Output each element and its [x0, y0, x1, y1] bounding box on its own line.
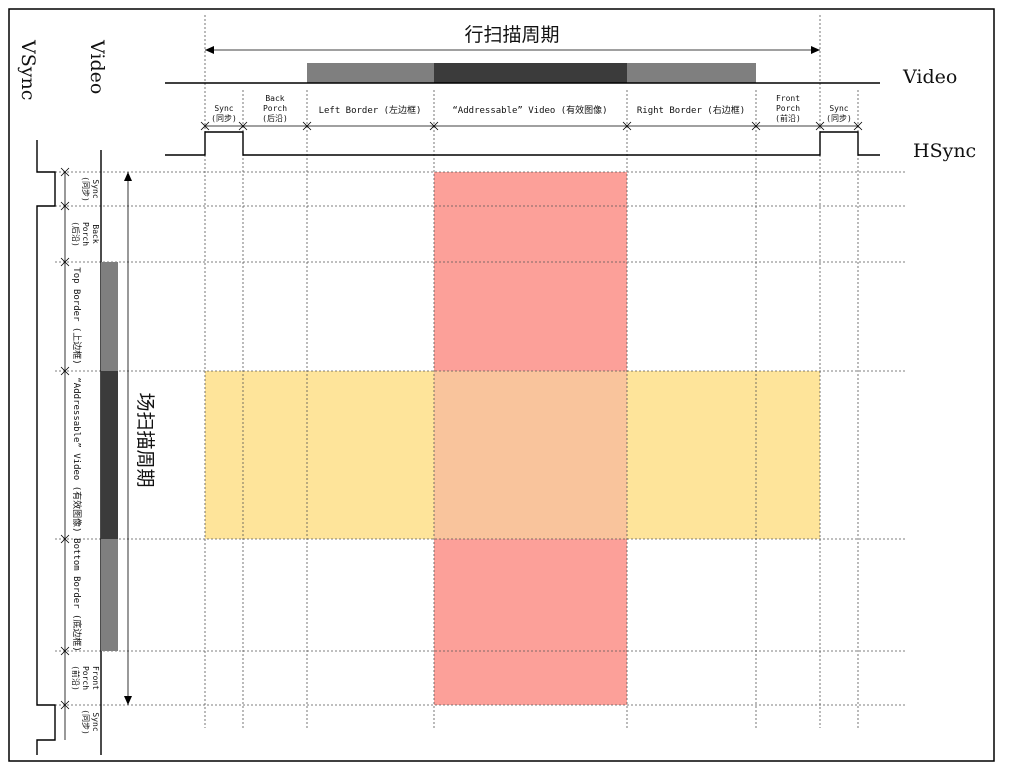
v-segment-4-line-0: Bottom Border (底边框)	[71, 538, 83, 652]
h-segment-1-line-0: Back	[265, 94, 284, 103]
v-segment-0-line-0: Sync	[91, 179, 100, 198]
video-bar-top-border	[101, 262, 118, 371]
active-area-overlap	[434, 371, 627, 539]
h-segment-0-line-1: (同步)	[211, 114, 237, 123]
v-segment-5-line-1: Porch	[81, 666, 90, 690]
v-segment-5-line-0: Front	[91, 666, 100, 690]
v-segment-5-line-2: (前沿)	[71, 665, 81, 691]
h-segment-4-line-0: Right Border (右边框)	[637, 104, 745, 116]
hsync-waveform	[165, 131, 880, 156]
video-label-vertical: Video	[86, 39, 108, 94]
v-segment-6-line-1: (同步)	[81, 709, 90, 735]
frame-period-arrowhead-bottom	[124, 696, 132, 705]
v-segment-1-line-0: Back	[91, 224, 100, 243]
horizontal-tick-marks	[200, 121, 863, 131]
video-bar-bottom-border	[101, 539, 118, 651]
video-bar-left-border	[307, 63, 434, 83]
h-segment-6-line-1: (同步)	[826, 114, 852, 123]
frame-period-arrowhead-top	[124, 172, 132, 181]
h-segment-1-line-1: Porch	[263, 104, 287, 113]
frame-period-label: 场扫描周期	[134, 392, 156, 487]
guide-grid	[55, 15, 905, 728]
h-segment-2-line-0: Left Border (左边框)	[319, 104, 422, 116]
v-segment-2-line-0: Top Border (上边框)	[71, 267, 83, 364]
h-segment-6-line-0: Sync	[829, 104, 848, 113]
h-segment-5-line-0: Front	[776, 94, 800, 103]
vertical-tick-marks	[60, 167, 70, 710]
v-segment-1-line-1: Porch	[81, 222, 90, 246]
vsync-waveform	[36, 140, 56, 755]
vsync-label: VSync	[17, 39, 39, 100]
h-segment-3-line-0: “Addressable” Video (有效图像)	[452, 104, 607, 116]
v-segment-6-line-0: Sync	[91, 712, 100, 731]
line-period-arrowhead-left	[205, 46, 214, 54]
v-segment-0-line-1: (同步)	[81, 176, 90, 202]
h-segment-1-line-2: (后沿)	[262, 113, 288, 123]
video-bar-addressable-vertical	[101, 371, 118, 539]
video-bar-right-border	[627, 63, 756, 83]
h-segment-5-line-1: Porch	[776, 104, 800, 113]
v-segment-3-line-0: “Addressable” Video (有效图像)	[71, 377, 83, 532]
video-bar-addressable	[434, 63, 627, 83]
h-segment-5-line-2: (前沿)	[775, 113, 801, 123]
line-period-arrowhead-right	[811, 46, 820, 54]
hsync-label: HSync	[913, 140, 976, 162]
video-label-horizontal: Video	[902, 66, 957, 88]
h-segment-0-line-0: Sync	[214, 104, 233, 113]
line-period-label: 行扫描周期	[464, 24, 559, 46]
v-segment-1-line-2: (后沿)	[71, 221, 81, 247]
